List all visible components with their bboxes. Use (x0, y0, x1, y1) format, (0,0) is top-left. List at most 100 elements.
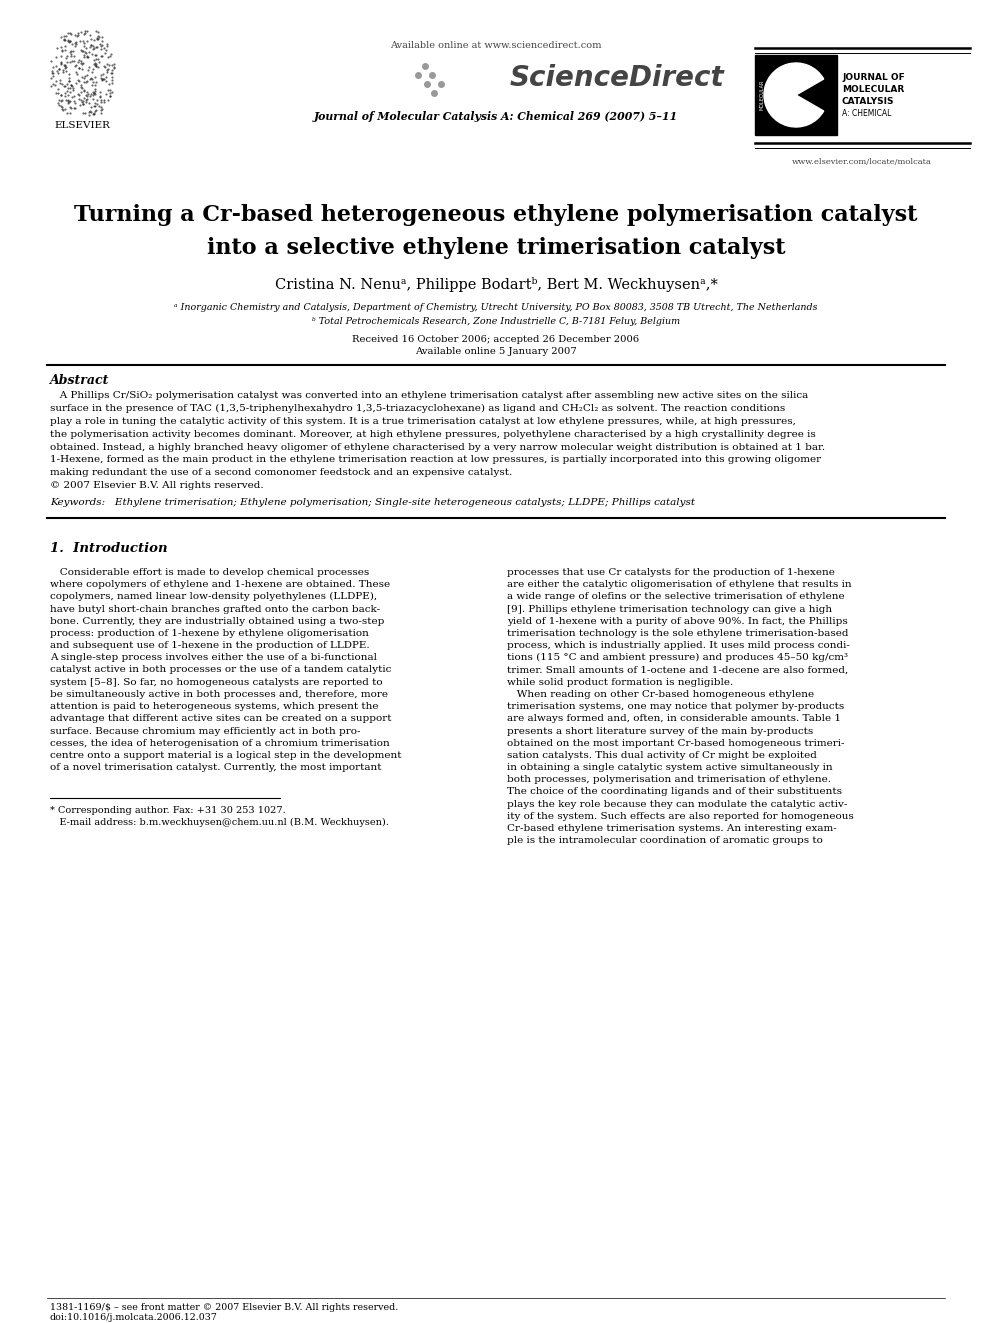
Point (87, 93, 103, 114)
Point (96, 69, 112, 90)
Bar (755, 56, 837, 135)
Point (58, 90, 73, 111)
Point (71, 94, 87, 115)
Point (79, 82, 95, 103)
Point (53, 53, 68, 74)
Point (58, 30, 73, 52)
Point (45, 74, 61, 95)
Point (69, 69, 85, 90)
Point (69, 52, 85, 73)
Point (69, 24, 85, 45)
Text: ᵇ Total Petrochemicals Research, Zone Industrielle C, B-7181 Feluy, Belgium: ᵇ Total Petrochemicals Research, Zone In… (311, 318, 681, 327)
Text: MOLECULAR: MOLECULAR (842, 86, 905, 94)
Point (85, 36, 101, 57)
Point (62, 90, 78, 111)
Text: are either the catalytic oligomerisation of ethylene that results in: are either the catalytic oligomerisation… (507, 579, 851, 589)
Point (54, 41, 69, 62)
Text: cesses, the idea of heterogenisation of a chromium trimerisation: cesses, the idea of heterogenisation of … (50, 738, 390, 747)
Point (52, 73, 67, 94)
Point (57, 36, 72, 57)
Point (77, 65, 93, 86)
Text: advantage that different active sites can be created on a support: advantage that different active sites ca… (50, 714, 392, 724)
Point (60, 77, 75, 98)
Point (93, 38, 109, 60)
Point (66, 86, 82, 107)
Point (87, 71, 103, 93)
Point (96, 91, 112, 112)
Point (84, 75, 100, 97)
Point (59, 48, 74, 69)
Text: Journal of Molecular Catalysis A: Chemical 269 (2007) 5–11: Journal of Molecular Catalysis A: Chemic… (313, 111, 679, 123)
Point (56, 25, 71, 46)
Text: copolymers, named linear low-density polyethylenes (LLDPE),: copolymers, named linear low-density pol… (50, 593, 377, 602)
Point (62, 97, 78, 118)
Point (63, 74, 79, 95)
Point (98, 66, 114, 87)
Point (62, 30, 78, 52)
Point (94, 30, 110, 52)
Point (99, 60, 115, 81)
Point (63, 74, 79, 95)
Point (44, 62, 60, 83)
Point (98, 83, 114, 105)
Point (99, 61, 115, 82)
Point (86, 82, 102, 103)
Point (63, 41, 79, 62)
Point (57, 82, 72, 103)
Point (62, 77, 77, 98)
Point (65, 79, 81, 101)
Point (85, 103, 101, 124)
Text: Considerable effort is made to develop chemical processes: Considerable effort is made to develop c… (50, 568, 369, 577)
Point (73, 50, 89, 71)
Point (88, 56, 104, 77)
Point (79, 86, 95, 107)
Text: Cr-based ethylene trimerisation systems. An interesting exam-: Cr-based ethylene trimerisation systems.… (507, 824, 836, 833)
Point (74, 66, 90, 87)
Point (86, 45, 102, 66)
Point (83, 62, 99, 83)
Point (62, 70, 77, 91)
Point (97, 40, 113, 61)
Point (104, 82, 120, 103)
Point (90, 49, 106, 70)
Point (76, 20, 92, 41)
Point (76, 79, 92, 101)
Point (53, 37, 68, 58)
Point (73, 77, 89, 98)
Point (55, 99, 70, 120)
Point (74, 93, 90, 114)
Text: ScienceDirect: ScienceDirect (510, 64, 725, 93)
Point (68, 73, 84, 94)
Point (52, 58, 67, 79)
Point (67, 34, 83, 56)
Point (73, 40, 89, 61)
Point (62, 24, 78, 45)
Point (75, 52, 91, 73)
Point (76, 32, 92, 53)
Point (63, 98, 79, 119)
Text: a wide range of olefins or the selective trimerisation of ethylene: a wide range of olefins or the selective… (507, 593, 844, 601)
Point (100, 79, 116, 101)
Point (76, 24, 92, 45)
Point (74, 53, 90, 74)
Point (96, 42, 112, 64)
Point (102, 82, 118, 103)
Point (67, 33, 83, 54)
Point (81, 93, 97, 114)
Text: attention is paid to heterogeneous systems, which present the: attention is paid to heterogeneous syste… (50, 703, 379, 710)
Point (76, 46, 92, 67)
Point (59, 74, 74, 95)
Point (71, 30, 87, 52)
Point (44, 61, 60, 82)
Point (87, 53, 103, 74)
Text: play a role in tuning the catalytic activity of this system. It is a true trimer: play a role in tuning the catalytic acti… (50, 417, 796, 426)
Point (45, 62, 61, 83)
Point (78, 91, 94, 112)
Point (71, 89, 87, 110)
Text: ity of the system. Such effects are also reported for homogeneous: ity of the system. Such effects are also… (507, 812, 854, 820)
Point (53, 70, 68, 91)
Point (75, 34, 91, 56)
Point (62, 30, 78, 52)
Point (69, 25, 85, 46)
Point (46, 65, 62, 86)
